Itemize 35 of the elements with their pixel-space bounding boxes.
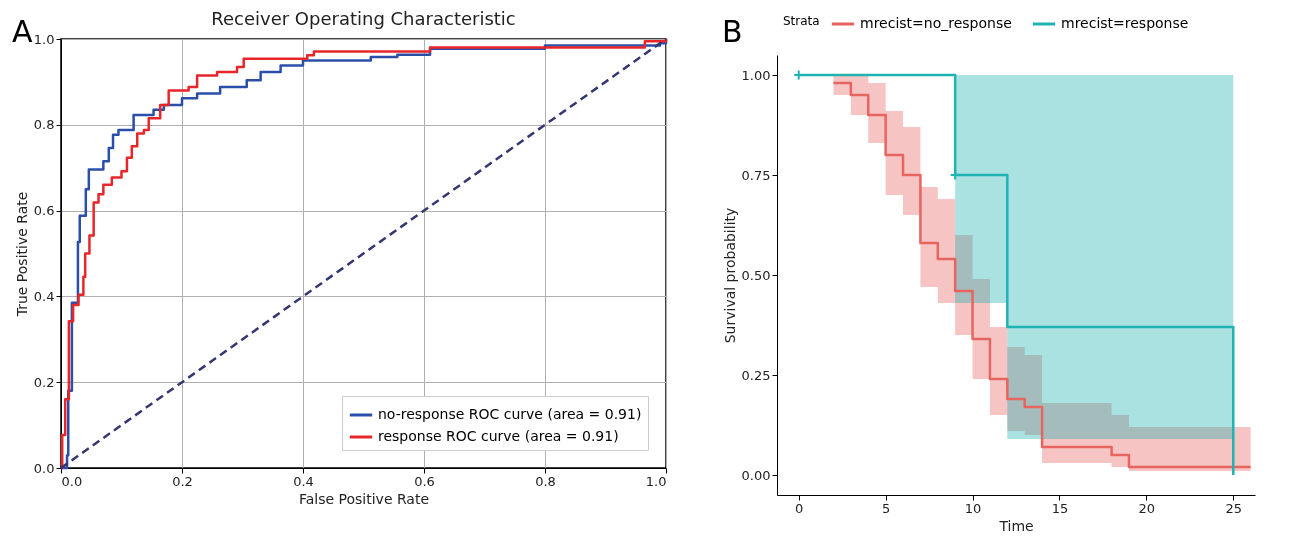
y-axis-title: True Positive Rate — [13, 191, 30, 318]
x-tick-label: 20 — [1138, 500, 1156, 516]
chart-title: Receiver Operating Characteristic — [211, 8, 516, 29]
legend-label: response ROC curve (area = 0.91) — [378, 428, 619, 444]
y-tick-label: 0.4 — [33, 288, 55, 304]
text: A — [12, 14, 33, 49]
x-tick-label: 25 — [1225, 500, 1243, 516]
y-tick-label: 0.6 — [33, 203, 55, 219]
y-tick-label: 0.25 — [741, 367, 771, 383]
y-tick-label: 0.8 — [33, 117, 55, 133]
x-tick-label: 0.4 — [293, 473, 314, 489]
x-tick-label: 15 — [1051, 500, 1069, 516]
legend-label: no-response ROC curve (area = 0.91) — [378, 406, 642, 422]
legend-title: Strata — [783, 14, 820, 28]
x-tick-label: 0.0 — [61, 473, 83, 489]
x-tick-label: 5 — [882, 500, 891, 516]
legend-label: mrecist=no_response — [860, 15, 1012, 31]
x-tick-label: 0 — [795, 500, 804, 516]
x-axis-title: False Positive Rate — [298, 490, 430, 507]
x-tick-label: 0.8 — [535, 473, 556, 489]
y-tick-label: 1.00 — [741, 67, 771, 83]
x-axis-title: Time — [998, 517, 1034, 534]
legend-label: mrecist=response — [1061, 15, 1189, 31]
y-tick-label: 0.2 — [33, 374, 55, 390]
y-tick-label: 0.50 — [741, 267, 771, 283]
y-axis-title: Survival probability — [721, 207, 738, 344]
x-tick-label: 1.0 — [645, 473, 667, 489]
text: B — [722, 14, 743, 49]
x-tick-label: 10 — [964, 500, 982, 516]
y-tick-label: 0.0 — [33, 460, 55, 476]
x-tick-label: 0.6 — [414, 473, 435, 489]
x-tick-label: 0.2 — [172, 473, 193, 489]
y-tick-label: 1.0 — [33, 31, 55, 47]
y-tick-label: 0.00 — [741, 467, 771, 483]
y-tick-label: 0.75 — [741, 167, 771, 183]
